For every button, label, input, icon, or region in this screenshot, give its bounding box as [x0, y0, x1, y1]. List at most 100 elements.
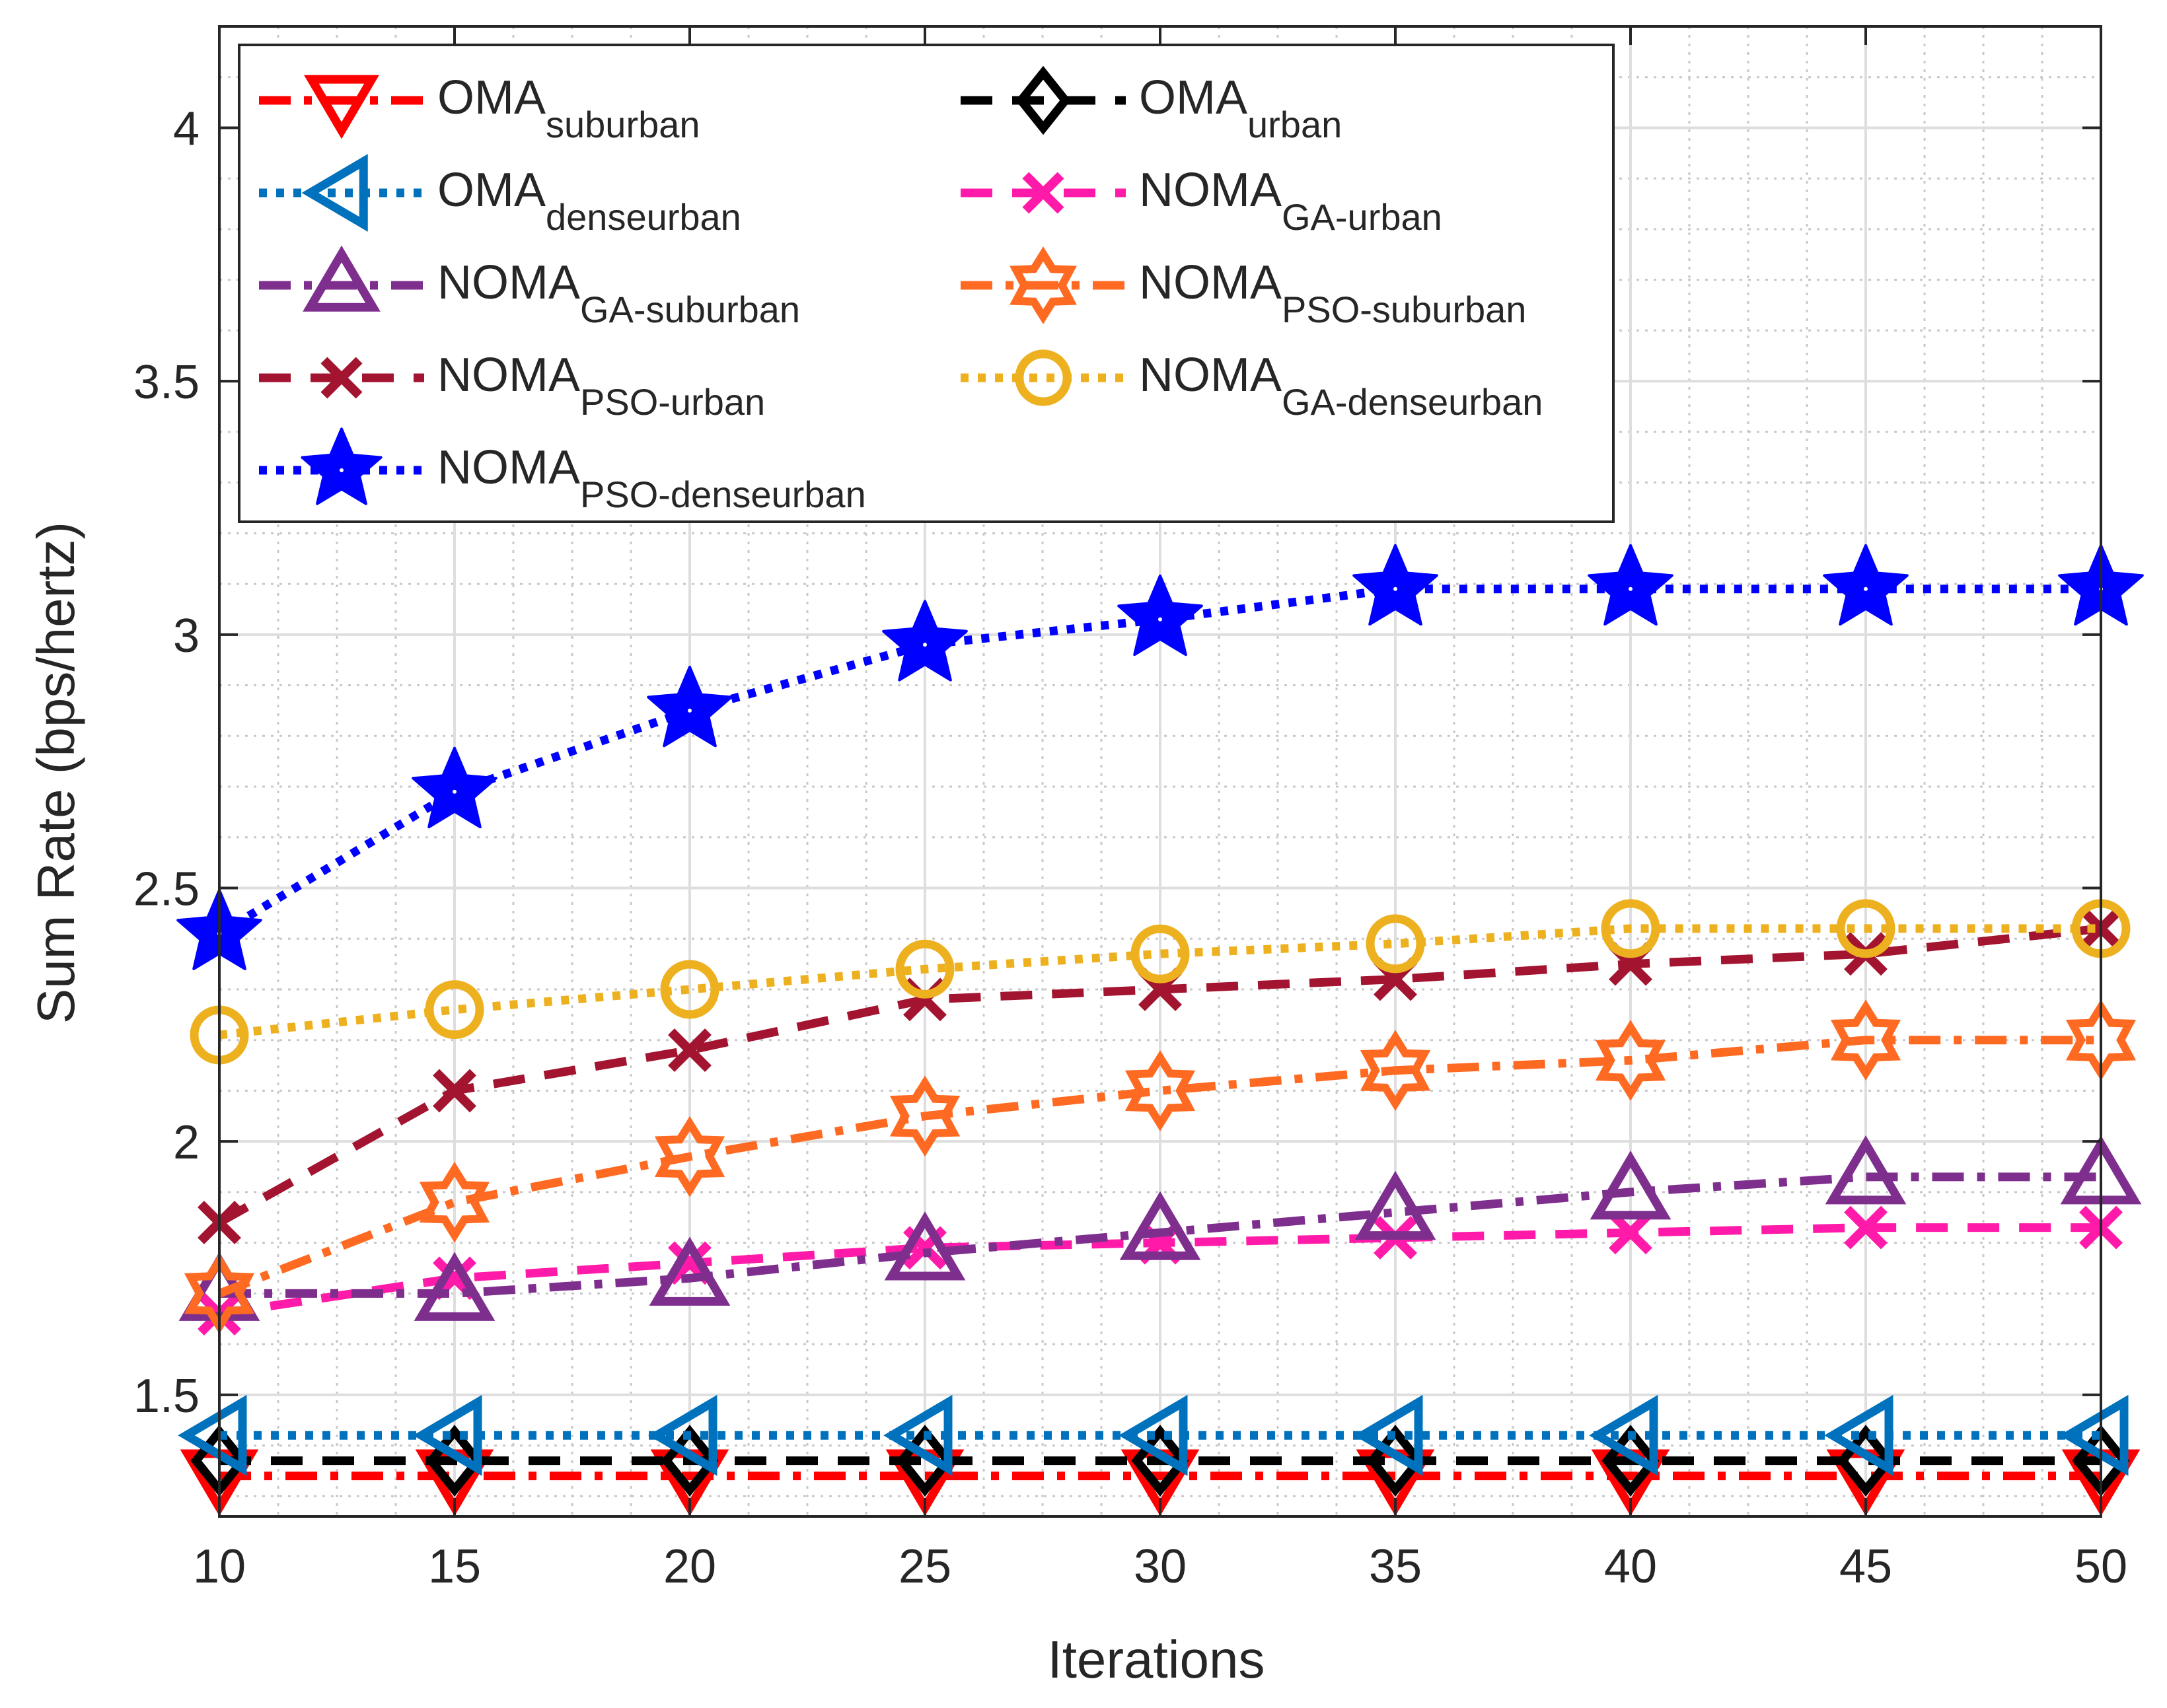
legend-label-subscript: GA-suburban [580, 289, 800, 330]
legend-label-subscript: GA-urban [1282, 196, 1442, 238]
series-line-noma-ga-suburban [219, 1172, 2101, 1298]
data-point-noma-pso-suburban [889, 1075, 961, 1157]
legend-label: NOMAGA-suburban [437, 256, 800, 330]
series-line-noma-pso-denseurban [217, 585, 2101, 938]
legend-label-main: NOMA [437, 441, 580, 494]
data-point-oma-urban [1837, 1425, 1895, 1497]
legend-label-main: NOMA [1139, 256, 1282, 309]
legend: OMAsuburbanOMAurbanOMAdenseurbanNOMAGA-u… [238, 44, 1615, 523]
data-point-noma-ga-denseurban [1130, 924, 1190, 983]
marker-stroke [433, 1069, 476, 1113]
legend-label-main: OMA [437, 164, 546, 217]
data-point-oma-urban [1131, 1425, 1189, 1497]
data-point-noma-pso-suburban [1830, 999, 1901, 1081]
y-tick-label: 4 [173, 102, 200, 155]
legend-label-subscript: denseurban [546, 196, 741, 238]
legend-label-subscript: urban [1247, 104, 1342, 145]
marker-center [923, 643, 927, 647]
data-point-oma-urban [1366, 1425, 1424, 1497]
data-point-oma-denseurban [1354, 1394, 1423, 1476]
series-noma-ga-denseurban [190, 899, 2131, 1065]
data-point-noma-pso-denseurban [1352, 544, 1438, 626]
data-point-oma-denseurban [2059, 1394, 2129, 1476]
series-line-noma-ga-denseurban [219, 924, 2101, 1040]
x-tick-label: 45 [1839, 1540, 1892, 1593]
data-point-noma-ga-suburban [649, 1236, 731, 1306]
legend-label-subscript: GA-denseurban [1282, 381, 1543, 423]
data-point-noma-pso-suburban [654, 1116, 725, 1197]
data-point-oma-denseurban [178, 1394, 247, 1476]
legend-item-noma-ga-suburban: NOMAGA-suburban [259, 245, 800, 330]
x-tick-label: 20 [663, 1540, 716, 1593]
series-line-noma-pso-suburban [217, 1036, 2101, 1298]
marker-center [688, 708, 692, 713]
marker-stroke [1022, 172, 1064, 214]
axes: 10 15 20 25 30 35 40 45 50 1.5 2 2.5 3 3.5 4 [133, 25, 2127, 1593]
data-point-noma-ga-suburban [414, 1252, 496, 1321]
legend-marker [1010, 246, 1077, 324]
legend-label: OMAsuburban [437, 71, 700, 145]
x-tick-label: 10 [193, 1540, 246, 1593]
y-tick-label: 2.5 [133, 863, 200, 915]
data-point-oma-urban [896, 1425, 954, 1497]
data-point-oma-urban [425, 1425, 484, 1497]
marker-center [1629, 587, 1633, 591]
marker-stroke [668, 1241, 712, 1285]
data-point-oma-urban [1601, 1425, 1660, 1497]
legend-item-noma-pso-suburban: NOMAPSO-suburban [961, 246, 1526, 330]
data-point-noma-ga-suburban [1119, 1191, 1201, 1260]
legend-item-noma-pso-urban: NOMAPSO-urban [259, 349, 765, 423]
marker-center [1393, 587, 1397, 591]
data-point-noma-pso-denseurban [1588, 544, 1673, 626]
marker-stroke [1609, 1211, 1652, 1255]
legend-label-subscript: PSO-urban [580, 381, 765, 423]
legend-label-subscript: PSO-suburban [1282, 289, 1526, 330]
series-noma-pso-suburban [184, 999, 2137, 1334]
x-tick-label: 50 [2075, 1540, 2127, 1593]
series-oma-denseurban [178, 1394, 2129, 1476]
legend-item-noma-pso-denseurban: NOMAPSO-denseurban [259, 427, 866, 515]
data-point-oma-denseurban [1824, 1394, 1893, 1476]
data-point-noma-ga-denseurban [660, 960, 719, 1019]
data-point-noma-ga-denseurban [425, 980, 484, 1040]
marker-center [453, 789, 457, 794]
data-point-oma-denseurban [413, 1394, 482, 1476]
data-point-noma-pso-denseurban [647, 665, 733, 748]
marker-center [340, 468, 344, 472]
data-point-noma-pso-urban [433, 1069, 476, 1113]
x-tick-label: 15 [428, 1540, 481, 1593]
legend-label-subscript: PSO-denseurban [580, 474, 866, 515]
data-point-noma-ga-denseurban [895, 939, 955, 999]
marker-center [1158, 617, 1162, 622]
y-tick-label: 2 [173, 1116, 200, 1169]
data-point-noma-pso-denseurban [882, 600, 968, 682]
legend-label: NOMAPSO-urban [437, 349, 765, 423]
data-point-oma-denseurban [1589, 1394, 1658, 1476]
legend-label-main: NOMA [1139, 349, 1282, 402]
series-noma-pso-denseurban [176, 544, 2144, 970]
data-point-noma-pso-suburban [1124, 1050, 1196, 1131]
y-tick-label: 3 [173, 610, 200, 662]
data-point-oma-denseurban [1119, 1394, 1188, 1476]
legend-box [238, 44, 1615, 523]
legend-label-subscript: suburban [546, 104, 700, 145]
legend-item-oma-urban: OMAurban [961, 65, 1342, 145]
y-tick-label: 1.5 [133, 1370, 200, 1423]
legend-marker [303, 245, 381, 312]
legend-item-oma-denseurban: OMAdenseurban [259, 154, 741, 238]
data-point-noma-ga-suburban [1825, 1135, 1907, 1205]
legend-marker [320, 357, 363, 399]
x-tick-label: 30 [1134, 1540, 1187, 1593]
legend-label: NOMAPSO-denseurban [437, 441, 866, 515]
marker-stroke [668, 1028, 712, 1072]
legend-marker [301, 427, 383, 505]
legend-marker [1015, 349, 1072, 406]
legend-marker [1015, 65, 1071, 135]
data-point-noma-ga-urban [1844, 1205, 1888, 1250]
data-point-noma-ga-suburban [1590, 1151, 1671, 1220]
legend-label-main: OMA [437, 71, 546, 124]
x-tick-label: 25 [899, 1540, 951, 1593]
data-point-noma-pso-denseurban [1117, 574, 1203, 657]
legend-label-main: NOMA [1139, 164, 1282, 217]
data-point-oma-denseurban [648, 1394, 717, 1476]
